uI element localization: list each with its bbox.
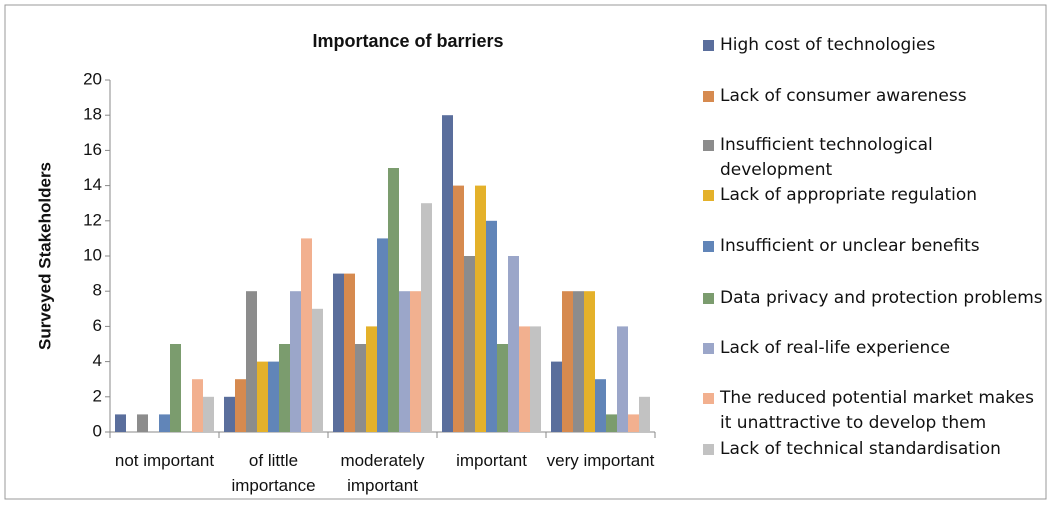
- bar: [584, 291, 595, 432]
- legend-label: High cost of technologies: [720, 35, 936, 55]
- legend-swatch: [703, 343, 714, 354]
- legend-label: Insufficient technological development: [720, 135, 933, 180]
- legend-swatch: [703, 241, 714, 252]
- y-tick-label: 20: [83, 69, 102, 88]
- bar: [551, 361, 562, 432]
- bar: [464, 256, 475, 432]
- bar: [388, 168, 399, 432]
- bar: [639, 396, 650, 432]
- bar: [377, 238, 388, 432]
- y-tick-label: 6: [93, 316, 102, 335]
- bar: [442, 115, 453, 432]
- legend-label: Insufficient or unclear benefits: [720, 236, 980, 256]
- legend-label: Lack of real-life experience: [720, 338, 951, 358]
- bar: [453, 185, 464, 432]
- legend-swatch: [703, 190, 714, 201]
- legend-swatch: [703, 91, 714, 102]
- bar: [475, 185, 486, 432]
- legend-label: Lack of appropriate regulation: [720, 185, 978, 205]
- bar: [410, 291, 421, 432]
- bar: [628, 414, 639, 432]
- bar: [344, 273, 355, 432]
- y-tick-label: 2: [93, 386, 102, 405]
- bar: [137, 414, 148, 432]
- legend-label: Data privacy and protection problems: [720, 288, 1043, 308]
- bar: [268, 361, 279, 432]
- bar: [573, 291, 584, 432]
- bar: [203, 396, 214, 432]
- y-tick-label: 10: [83, 245, 102, 264]
- bar: [421, 203, 432, 432]
- legend-label: Lack of technical standardisation: [720, 439, 1001, 459]
- bar: [246, 291, 257, 432]
- legend-label: The reduced potential market makes it un…: [720, 388, 1034, 433]
- legend-swatch: [703, 40, 714, 51]
- bar: [333, 273, 344, 432]
- x-tick-label: not important: [114, 451, 215, 470]
- bar: [170, 344, 181, 432]
- bar: [290, 291, 301, 432]
- bar: [519, 326, 530, 432]
- bar: [279, 344, 290, 432]
- bar: [562, 291, 573, 432]
- y-tick-label: 0: [93, 421, 102, 440]
- legend-label: Lack of consumer awareness: [720, 86, 967, 106]
- bar: [606, 414, 617, 432]
- x-tick-label: important: [456, 451, 527, 470]
- legend-swatch: [703, 444, 714, 455]
- y-tick-label: 14: [83, 175, 102, 194]
- bar: [497, 344, 508, 432]
- legend-swatch: [703, 140, 714, 151]
- bar: [355, 344, 366, 432]
- bar: [595, 379, 606, 432]
- x-tick-label: very important: [546, 451, 655, 470]
- bar: [257, 361, 268, 432]
- legend-swatch: [703, 393, 714, 404]
- bar: [192, 379, 203, 432]
- bar: [399, 291, 410, 432]
- bar: [115, 414, 126, 432]
- bar: [617, 326, 628, 432]
- y-tick-label: 16: [83, 140, 102, 159]
- x-tick-label: of little importance: [231, 451, 316, 495]
- bar: [366, 326, 377, 432]
- bar: [530, 326, 541, 432]
- bar: [508, 256, 519, 432]
- bar: [301, 238, 312, 432]
- bar: [159, 414, 170, 432]
- bar: [312, 308, 323, 432]
- chart-title: Importance of barriers: [312, 31, 503, 51]
- y-tick-label: 18: [83, 105, 102, 124]
- y-tick-label: 4: [93, 351, 102, 370]
- y-tick-label: 8: [93, 281, 102, 300]
- y-tick-label: 12: [83, 210, 102, 229]
- x-tick-label: moderately important: [340, 451, 425, 495]
- bar: [486, 220, 497, 432]
- y-axis-label: Surveyed Stakeholders: [35, 162, 54, 350]
- chart-border: [4, 4, 1047, 500]
- bar: [235, 379, 246, 432]
- legend-swatch: [703, 293, 714, 304]
- bar: [224, 396, 235, 432]
